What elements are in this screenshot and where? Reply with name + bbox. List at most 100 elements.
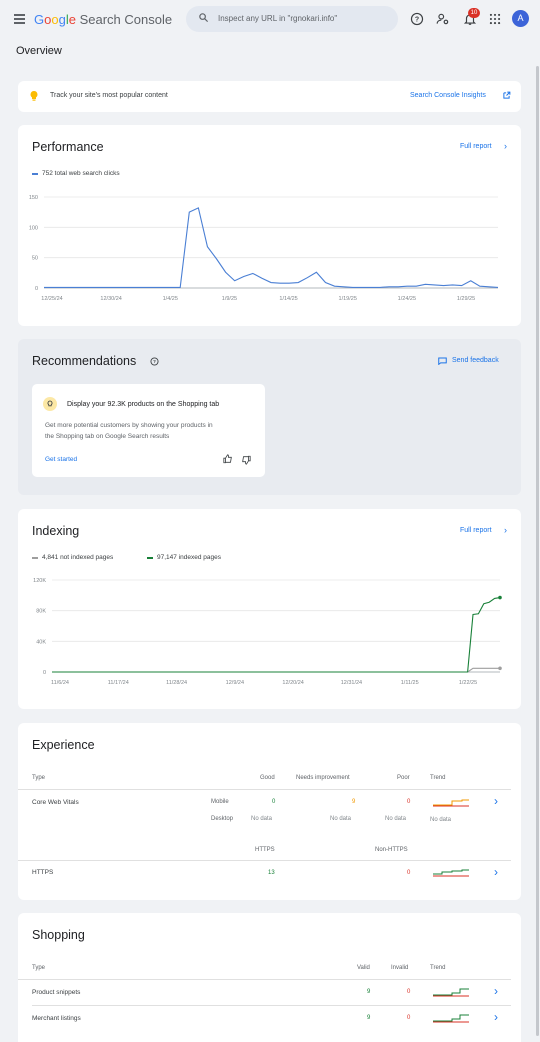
chevron-right-icon[interactable]: › xyxy=(494,1010,498,1024)
cwv-mobile-label: Mobile xyxy=(211,799,229,805)
recommendation-desc-line2: the Shopping tab on Google Search result… xyxy=(45,433,170,440)
svg-text:?: ? xyxy=(153,359,156,364)
non-https-count: 0 xyxy=(407,870,411,876)
indexing-card: Indexing Full report › 4,841 not indexed… xyxy=(18,509,521,709)
https-count: 13 xyxy=(268,870,275,876)
merchant-listings-valid: 9 xyxy=(367,1015,371,1021)
x-tick-label: 1/29/25 xyxy=(457,296,475,302)
x-tick-label: 1/22/25 xyxy=(459,680,477,686)
recommendation-desc-line1: Get more potential customers by showing … xyxy=(45,422,213,429)
col-header-good: Good xyxy=(260,775,275,781)
series-line xyxy=(44,207,499,288)
cwv-mobile-good: 0 xyxy=(272,799,276,805)
url-inspect-search[interactable]: Inspect any URL in "rgnokari.info" xyxy=(186,6,398,32)
top-bar: Google Search Console Inspect any URL in… xyxy=(0,0,540,40)
search-input[interactable]: Inspect any URL in "rgnokari.info" xyxy=(218,14,338,23)
cwv-desktop-needs: No data xyxy=(330,816,352,822)
x-tick-label: 1/14/25 xyxy=(279,296,297,302)
x-tick-label: 1/11/25 xyxy=(401,680,419,686)
https-trend xyxy=(433,869,469,877)
cwv-label[interactable]: Core Web Vitals xyxy=(32,799,79,806)
product-snippets-invalid: 0 xyxy=(407,989,411,995)
col-header-poor: Poor xyxy=(397,775,410,781)
y-tick-label: 100 xyxy=(29,225,38,231)
insights-text: Track your site's most popular content xyxy=(50,92,168,99)
legend-swatch xyxy=(32,173,38,175)
x-tick-label: 1/24/25 xyxy=(398,296,416,302)
x-tick-label: 12/9/24 xyxy=(226,680,244,686)
cwv-mobile-poor: 0 xyxy=(407,799,411,805)
help-outline-icon[interactable]: ? xyxy=(150,357,159,366)
https-label[interactable]: HTTPS xyxy=(32,869,54,876)
legend-swatch-indexed xyxy=(147,557,153,559)
performance-full-report[interactable]: Full report xyxy=(460,143,492,150)
merchant-listings-trend xyxy=(433,1014,469,1023)
col-header-https: HTTPS xyxy=(255,847,275,853)
chevron-right-icon[interactable]: › xyxy=(494,984,498,998)
send-feedback-link[interactable]: Send feedback xyxy=(452,357,499,364)
chevron-right-icon[interactable]: › xyxy=(494,865,498,879)
performance-title: Performance xyxy=(32,140,104,154)
indexing-chart[interactable]: 120K 80K 40K 0 11/6/24 11/17/24 11/28/24 12/9/2… xyxy=(18,509,521,709)
recommendation-item: Display your 92.3K products on the Shopp… xyxy=(32,384,265,477)
legend-indexed: 97,147 indexed pages xyxy=(157,554,221,561)
col-header-trend: Trend xyxy=(430,775,446,781)
experience-title: Experience xyxy=(32,738,95,752)
manage-users-icon[interactable] xyxy=(436,12,450,26)
series-line xyxy=(52,596,501,673)
indexing-full-report[interactable]: Full report xyxy=(460,527,492,534)
product-name: Search Console xyxy=(79,12,173,27)
page-title: Overview xyxy=(16,45,62,57)
cwv-desktop-label: Desktop xyxy=(211,816,234,822)
recommendation-title: Display your 92.3K products on the Shopp… xyxy=(67,401,220,408)
col-header-trend: Trend xyxy=(430,965,446,971)
performance-chart[interactable]: 150 100 50 012/25/24 12/30/24 1/4/25 1/9/25 1/1… xyxy=(18,125,521,326)
performance-card: Performance Full report › 752 total web … xyxy=(18,125,521,326)
col-header-type: Type xyxy=(32,775,46,781)
divider xyxy=(18,979,511,980)
insights-link[interactable]: Search Console Insights xyxy=(410,92,486,99)
menu-icon[interactable] xyxy=(14,14,25,24)
cwv-desktop-trend: No data xyxy=(430,817,452,823)
product-logo[interactable]: Google Search Console xyxy=(34,12,172,27)
col-header-valid: Valid xyxy=(357,965,370,971)
x-tick-label: 12/30/24 xyxy=(100,296,121,302)
feedback-icon[interactable] xyxy=(438,357,447,365)
indexing-title: Indexing xyxy=(32,524,80,538)
thumbs-down-icon[interactable] xyxy=(241,455,251,465)
page-scrollbar[interactable] xyxy=(536,66,539,1036)
y-tick-label: 50 xyxy=(32,256,38,262)
divider xyxy=(18,789,511,790)
y-tick-label: 0 xyxy=(35,286,38,292)
x-tick-label: 1/19/25 xyxy=(339,296,357,302)
x-tick-label: 12/31/24 xyxy=(341,680,362,686)
product-snippets-label[interactable]: Product snippets xyxy=(32,989,81,996)
chevron-right-icon[interactable]: › xyxy=(504,141,507,151)
merchant-listings-label[interactable]: Merchant listings xyxy=(32,1015,81,1022)
y-tick-label: 150 xyxy=(29,195,38,201)
help-icon[interactable]: ? xyxy=(410,12,424,26)
open-in-new-icon[interactable] xyxy=(502,91,511,100)
account-avatar[interactable]: A xyxy=(512,10,529,27)
col-header-needs-improvement: Needs improvement xyxy=(296,775,350,781)
cwv-mobile-needs: 9 xyxy=(352,799,356,805)
x-tick-label: 11/28/24 xyxy=(166,680,187,686)
search-icon xyxy=(199,13,209,23)
apps-grid-icon[interactable] xyxy=(488,12,502,26)
cwv-desktop-good: No data xyxy=(251,816,273,822)
get-started-link[interactable]: Get started xyxy=(45,456,78,463)
x-tick-label: 11/6/24 xyxy=(51,680,69,686)
lightbulb-icon xyxy=(43,397,57,411)
chevron-right-icon[interactable]: › xyxy=(504,525,507,535)
y-tick-label: 80K xyxy=(36,609,46,615)
merchant-listings-invalid: 0 xyxy=(407,1015,411,1021)
shopping-card: Shopping Type Valid Invalid Trend Produc… xyxy=(18,913,521,1042)
chevron-right-icon[interactable]: › xyxy=(494,794,498,808)
series-end-point xyxy=(498,666,502,671)
thumbs-up-icon[interactable] xyxy=(223,454,233,464)
shopping-title: Shopping xyxy=(32,928,85,942)
y-tick-label: 0 xyxy=(43,670,46,676)
product-snippets-trend xyxy=(433,988,469,997)
x-tick-label: 1/9/25 xyxy=(222,296,237,302)
cwv-mobile-trend xyxy=(433,799,469,807)
